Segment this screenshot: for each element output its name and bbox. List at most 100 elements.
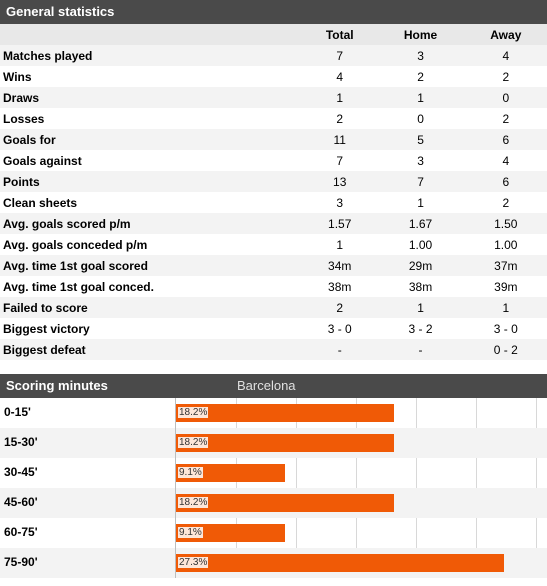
stat-away: 6 [464,171,547,192]
stat-away: 1.00 [464,234,547,255]
category-label: 45-60' [4,495,38,509]
general-statistics-title: General statistics [6,4,115,19]
stat-label: Failed to score [0,297,303,318]
stat-label: Matches played [0,45,303,66]
table-row: Losses 2 0 2 [0,108,547,129]
stat-away: 3 - 0 [464,318,547,339]
stat-label: Points [0,171,303,192]
table-row: Avg. time 1st goal scored 34m 29m 37m [0,255,547,276]
stat-away: 4 [464,45,547,66]
stat-total: 1 [303,234,377,255]
stat-home: 38m [376,276,465,297]
column-header-total: Total [303,24,377,45]
stat-away: 0 [464,87,547,108]
chart-row: 0-15' 18.2% [0,398,547,428]
chart-axis [175,398,176,578]
stat-home: 3 [376,45,465,66]
stat-home: - [376,339,465,360]
bar-value-label: 9.1% [178,527,203,538]
stat-away: 1.50 [464,213,547,234]
table-row: Failed to score 2 1 1 [0,297,547,318]
table-row: Matches played 7 3 4 [0,45,547,66]
table-row: Wins 4 2 2 [0,66,547,87]
stat-label: Biggest victory [0,318,303,339]
category-label: 0-15' [4,405,31,419]
stat-home: 3 - 2 [376,318,465,339]
table-row: Avg. time 1st goal conced. 38m 38m 39m [0,276,547,297]
stat-total: 1.57 [303,213,377,234]
chart-row: 60-75' 9.1% [0,518,547,548]
column-header-home: Home [376,24,465,45]
stat-away: 2 [464,108,547,129]
stat-label: Avg. time 1st goal scored [0,255,303,276]
stat-home: 29m [376,255,465,276]
bar-value-label: 27.3% [178,557,209,568]
stat-away: 2 [464,192,547,213]
stat-label: Wins [0,66,303,87]
bar-value-label: 18.2% [178,437,209,448]
table-row: Avg. goals conceded p/m 1 1.00 1.00 [0,234,547,255]
scoring-minutes-header: Scoring minutes Barcelona [0,374,547,398]
chart-row: 15-30' 18.2% [0,428,547,458]
stat-total: 34m [303,255,377,276]
stat-away: 37m [464,255,547,276]
bar-value-label: 18.2% [178,497,209,508]
stat-total: 1 [303,87,377,108]
bar: 18.2% [176,434,395,452]
table-row: Points 13 7 6 [0,171,547,192]
stat-label: Goals against [0,150,303,171]
spacer [0,360,547,374]
stat-label: Avg. time 1st goal conced. [0,276,303,297]
general-statistics-panel: General statistics Total Home Away Match… [0,0,547,374]
table-row: Goals for 11 5 6 [0,129,547,150]
general-statistics-body: Matches played 7 3 4 Wins 4 2 2 Draws 1 1 0 Losses 2 0… [0,45,547,360]
stat-total: - [303,339,377,360]
table-row: Goals against 7 3 4 [0,150,547,171]
stat-label: Clean sheets [0,192,303,213]
general-statistics-table: Total Home Away Matches played 7 3 4 Wins 4 2 2… [0,24,547,360]
stat-home: 5 [376,129,465,150]
stat-label: Draws [0,87,303,108]
category-label: 30-45' [4,465,38,479]
stat-away: 2 [464,66,547,87]
bar-value-label: 18.2% [178,407,209,418]
stat-home: 0 [376,108,465,129]
stat-total: 38m [303,276,377,297]
stat-away: 6 [464,129,547,150]
stat-away: 1 [464,297,547,318]
column-header-away: Away [464,24,547,45]
stat-away: 39m [464,276,547,297]
stat-label: Losses [0,108,303,129]
stat-total: 4 [303,66,377,87]
stat-home: 1 [376,297,465,318]
stat-total: 11 [303,129,377,150]
stat-label: Goals for [0,129,303,150]
stat-total: 2 [303,108,377,129]
category-label: 15-30' [4,435,38,449]
stat-away: 4 [464,150,547,171]
bar: 18.2% [176,404,395,422]
bar-value-label: 9.1% [178,467,203,478]
table-row: Biggest defeat - -0 - 2 [0,339,547,360]
stat-home: 7 [376,171,465,192]
stat-total: 7 [303,150,377,171]
table-header-row: Total Home Away [0,24,547,45]
chart-row: 45-60' 18.2% [0,488,547,518]
bar: 9.1% [176,464,286,482]
stat-total: 13 [303,171,377,192]
bar: 18.2% [176,494,395,512]
table-row: Clean sheets 3 1 2 [0,192,547,213]
table-row: Avg. goals scored p/m 1.57 1.67 1.50 [0,213,547,234]
stat-home: 1 [376,192,465,213]
stat-home: 3 [376,150,465,171]
stat-total: 3 - 0 [303,318,377,339]
chart-row: 75-90' 27.3% [0,548,547,578]
column-header-label [0,24,303,45]
stat-total: 2 [303,297,377,318]
general-statistics-header: General statistics [0,0,547,24]
scoring-minutes-panel: Scoring minutes Barcelona 0-15' 18.2% 15-3… [0,374,547,578]
category-label: 75-90' [4,555,38,569]
stat-home: 1 [376,87,465,108]
team-name: Barcelona [237,378,296,393]
